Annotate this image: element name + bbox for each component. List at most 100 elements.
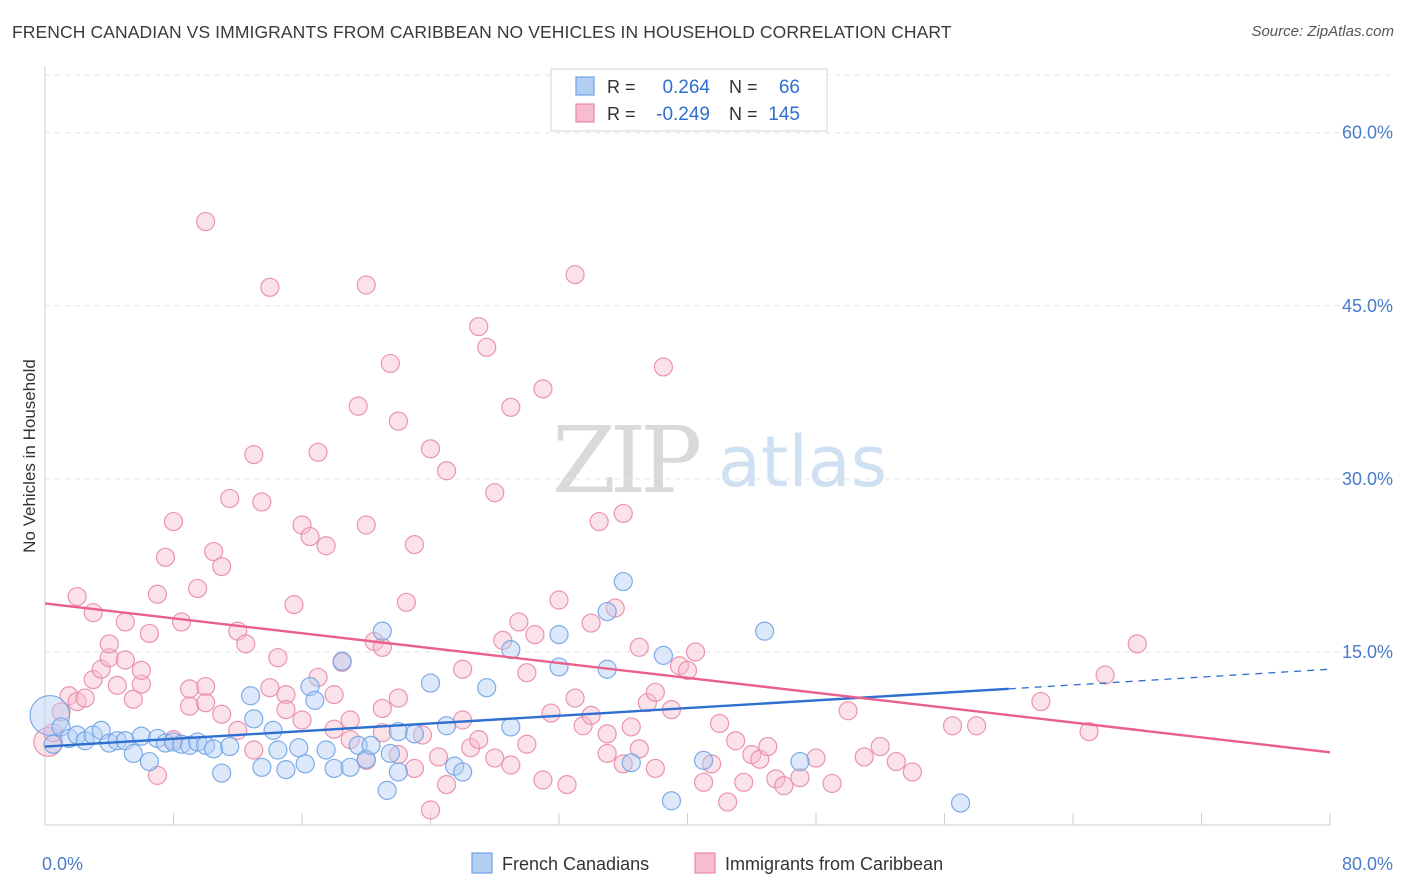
chart-title: FRENCH CANADIAN VS IMMIGRANTS FROM CARIB…: [12, 22, 952, 42]
data-point: [549, 625, 569, 645]
y-axis-title: No Vehicles in Household: [20, 359, 39, 553]
data-point: [316, 740, 336, 760]
data-point: [204, 739, 224, 759]
data-point: [637, 693, 657, 713]
data-point: [477, 337, 497, 357]
data-point: [220, 736, 240, 757]
data-point: [388, 762, 408, 782]
data-point: [420, 439, 441, 459]
data-point: [565, 265, 585, 285]
data-point: [163, 511, 184, 532]
data-point: [244, 709, 264, 729]
data-point: [1079, 721, 1099, 742]
data-point: [653, 357, 674, 377]
data-point: [718, 792, 738, 812]
bottom-legend-swatch: [471, 852, 493, 874]
data-point: [260, 678, 280, 698]
data-point: [139, 623, 160, 644]
data-point: [276, 760, 296, 780]
data-point: [204, 541, 224, 562]
data-point: [453, 762, 473, 782]
gridlines: [45, 74, 1395, 653]
legend-n-value: 66: [779, 77, 800, 98]
data-point: [260, 277, 280, 297]
data-point: [179, 679, 200, 699]
data-point: [305, 690, 325, 710]
data-point: [115, 650, 135, 670]
data-point: [766, 769, 786, 789]
data-point: [276, 700, 296, 720]
data-point: [372, 698, 392, 719]
data-point: [123, 689, 143, 709]
data-point: [115, 612, 135, 632]
data-point: [404, 724, 425, 744]
data-point: [388, 688, 408, 708]
data-point: [1095, 665, 1115, 685]
data-point: [147, 584, 168, 604]
data-point: [75, 688, 95, 708]
data-point: [308, 442, 328, 462]
data-point: [295, 754, 315, 774]
data-points: [29, 211, 1147, 820]
data-point: [501, 755, 521, 775]
legend-n-label: N =: [729, 104, 758, 124]
legend-n-label: N =: [729, 77, 758, 97]
data-point: [790, 751, 810, 772]
data-point: [710, 713, 730, 734]
data-point: [348, 396, 368, 416]
data-point: [268, 740, 288, 760]
data-point: [244, 445, 264, 465]
data-point: [340, 757, 360, 777]
watermark: ZIP atlas: [552, 407, 887, 514]
stats-legend-box: [550, 68, 828, 132]
legend-r-value: 0.264: [662, 77, 710, 98]
data-point: [597, 743, 617, 764]
data-point: [372, 723, 392, 743]
data-point: [236, 634, 256, 654]
data-point: [196, 676, 216, 697]
data-point: [289, 738, 309, 758]
data-point: [131, 726, 151, 746]
data-point: [51, 717, 71, 737]
data-point: [139, 751, 160, 772]
data-point: [645, 758, 665, 779]
data-point: [436, 775, 457, 795]
data-point: [645, 682, 665, 702]
data-point: [436, 461, 457, 481]
data-point: [621, 717, 641, 737]
data-point: [404, 535, 425, 555]
data-point: [91, 659, 111, 679]
data-point: [436, 716, 457, 736]
data-point: [241, 686, 261, 706]
data-point: [276, 685, 296, 705]
bottom-legend-label: French Canadians: [502, 854, 649, 874]
data-point: [43, 734, 63, 754]
data-point: [754, 621, 775, 641]
data-point: [942, 716, 963, 736]
data-point: [372, 621, 392, 641]
data-point: [613, 571, 633, 592]
data-point: [854, 747, 874, 767]
data-point: [517, 663, 537, 683]
data-point: [573, 716, 593, 736]
data-point: [967, 716, 987, 736]
bottom-legend-label: Immigrants from Caribbean: [725, 854, 943, 874]
data-point: [420, 800, 441, 820]
data-point: [485, 483, 505, 503]
data-point: [99, 634, 119, 654]
data-point: [244, 740, 264, 760]
data-point: [902, 762, 922, 782]
trend-lines: [44, 602, 1331, 754]
data-point: [557, 775, 577, 795]
y-tick-label: 60.0%: [1342, 123, 1393, 143]
data-point: [356, 275, 376, 295]
data-point: [404, 758, 425, 779]
data-point: [268, 648, 288, 668]
bottom-legend: French Canadians Immigrants from Caribbea…: [471, 852, 943, 874]
data-point: [332, 651, 352, 671]
data-point: [541, 703, 561, 723]
data-point: [453, 659, 473, 679]
data-point: [734, 772, 754, 792]
data-point: [420, 673, 441, 693]
data-point: [501, 717, 521, 737]
